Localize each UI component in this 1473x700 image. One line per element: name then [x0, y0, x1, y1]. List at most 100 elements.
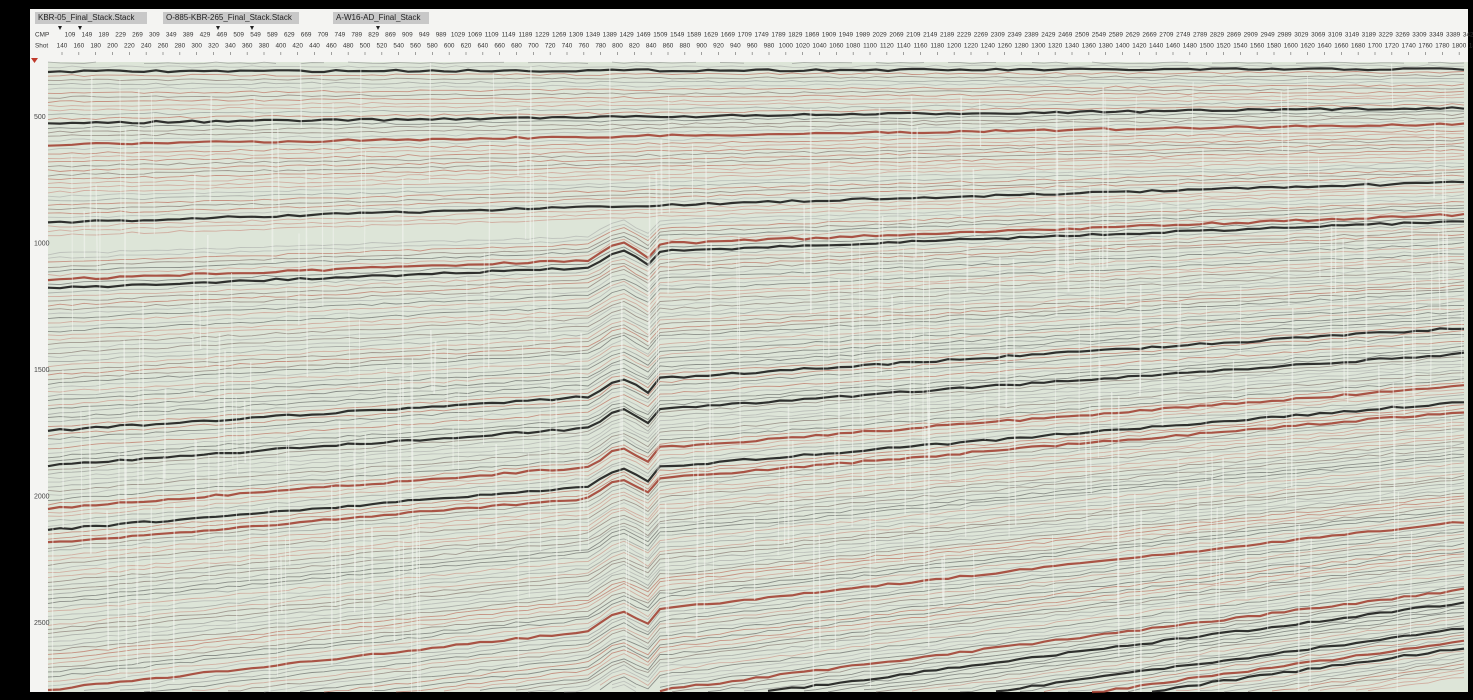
trace — [860, 241, 861, 422]
trace — [151, 508, 152, 692]
trace — [924, 427, 925, 589]
shot-number: 1280 — [1014, 43, 1029, 50]
shot-number: 880 — [679, 43, 690, 50]
cmp-number: 2629 — [1126, 32, 1141, 39]
shot-number: 1120 — [880, 43, 894, 50]
trace — [125, 129, 126, 288]
shot-number: 1740 — [1402, 43, 1417, 50]
shot-number: 1360 — [1082, 43, 1097, 50]
shot-number: 1320 — [1048, 43, 1063, 50]
cmp-number: 1869 — [805, 32, 820, 39]
trace — [1067, 222, 1068, 291]
seismic-viewer: KBR-05_Final_Stack.Stack O-885-KBR-265_F… — [0, 0, 1473, 700]
shot-number: 320 — [208, 43, 219, 50]
trace — [1364, 183, 1365, 271]
cmp-number: 1669 — [721, 32, 736, 39]
shot-number: 520 — [376, 43, 387, 50]
shot-number: 1340 — [1065, 43, 1080, 50]
trace — [126, 447, 127, 679]
shot-number: 1640 — [1317, 43, 1332, 50]
shot-number: 280 — [174, 43, 185, 50]
shot-number: 820 — [629, 43, 640, 50]
cmp-number: 1789 — [771, 32, 786, 39]
cmp-number: 2349 — [1007, 32, 1022, 39]
trace — [1175, 498, 1176, 671]
trace — [1434, 122, 1435, 198]
cmp-number: 3269 — [1395, 32, 1410, 39]
shot-number: 240 — [141, 43, 152, 50]
cmp-number: 469 — [216, 32, 227, 39]
shot-number: 460 — [326, 43, 337, 50]
shot-number: 140 — [57, 43, 68, 50]
tab-label[interactable]: O-885-KBR-265_Final_Stack.Stack — [166, 13, 293, 22]
trace — [137, 456, 138, 664]
shot-number: 560 — [410, 43, 421, 50]
cmp-number: 869 — [385, 32, 396, 39]
cmp-number: 1989 — [856, 32, 871, 39]
cmp-number: 1349 — [586, 32, 601, 39]
cmp-number: 2789 — [1193, 32, 1208, 39]
shot-number: 1020 — [796, 43, 811, 50]
shot-number: 1460 — [1166, 43, 1181, 50]
trace — [961, 96, 962, 218]
trace — [1299, 524, 1300, 691]
trace — [942, 559, 943, 601]
tab-label[interactable]: KBR-05_Final_Stack.Stack — [38, 13, 135, 22]
cmp-number: 1189 — [519, 32, 533, 39]
trace — [813, 453, 814, 689]
shot-number: 1480 — [1183, 43, 1198, 50]
cmp-number: 509 — [233, 32, 244, 39]
cmp-number: 3029 — [1294, 32, 1309, 39]
trace — [403, 541, 404, 640]
trace — [458, 392, 459, 480]
time-tick-label: 2000 — [34, 493, 50, 500]
tab-label[interactable]: A-W16-AD_Final_Stack — [336, 13, 421, 22]
cmp-number: 789 — [351, 32, 362, 39]
shot-number: 1420 — [1132, 43, 1147, 50]
cmp-number: 2749 — [1176, 32, 1191, 39]
shot-number: 1200 — [947, 43, 962, 50]
shot-number: 1660 — [1334, 43, 1349, 50]
cmp-number: 189 — [98, 32, 109, 39]
cmp-number: 2469 — [1058, 32, 1073, 39]
trace — [300, 63, 301, 128]
shot-number: 860 — [663, 43, 674, 50]
shot-number: 220 — [124, 43, 135, 50]
cmp-number: 1629 — [704, 32, 719, 39]
trace — [1035, 127, 1036, 212]
shot-number: 1100 — [863, 43, 877, 50]
shot-number: 1620 — [1301, 43, 1316, 50]
shot-number: 1600 — [1284, 43, 1299, 50]
cmp-number: 549 — [250, 32, 261, 39]
shot-number: 1300 — [1031, 43, 1046, 50]
shot-number: 760 — [578, 43, 589, 50]
shot-number: 1060 — [829, 43, 844, 50]
cmp-number: 669 — [301, 32, 312, 39]
trace — [785, 465, 786, 545]
shot-number: 780 — [595, 43, 606, 50]
cmp-number: 2589 — [1109, 32, 1124, 39]
shot-number: 1720 — [1385, 43, 1400, 50]
trace — [118, 452, 119, 673]
trace — [835, 437, 836, 650]
trace — [269, 507, 270, 692]
shot-number: 1760 — [1418, 43, 1433, 50]
trace — [165, 389, 166, 480]
trace — [1223, 457, 1224, 581]
cmp-number: 949 — [419, 32, 430, 39]
cmp-number: 2149 — [923, 32, 938, 39]
shot-number: 360 — [242, 43, 253, 50]
shot-number: 500 — [360, 43, 371, 50]
shot-number: 1040 — [812, 43, 827, 50]
shot-number: 1000 — [779, 43, 794, 50]
cmp-number: 2509 — [1075, 32, 1090, 39]
trace — [174, 503, 175, 682]
cmp-number: 109 — [65, 32, 76, 39]
cmp-number: 349 — [166, 32, 177, 39]
cmp-number: 749 — [335, 32, 346, 39]
trace — [1006, 317, 1007, 408]
cmp-number: 2189 — [940, 32, 955, 39]
cmp-number: 1949 — [839, 32, 854, 39]
trace — [1198, 486, 1199, 692]
cmp-number: 989 — [436, 32, 447, 39]
